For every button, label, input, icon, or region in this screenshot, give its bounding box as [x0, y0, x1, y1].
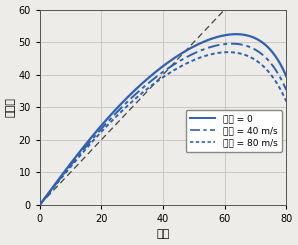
속도 = 0: [150, 74, 153, 77]
속도 = 0: [183, 50, 187, 53]
속도 = 80 m/s: [101, 128, 105, 131]
속도 = 40 m/s: [38, 203, 41, 206]
Line: 속도 = 40 m/s: 속도 = 40 m/s: [40, 44, 286, 205]
Line: 속도 = 80 m/s: 속도 = 80 m/s: [40, 52, 286, 205]
Y-axis label: 발사각: 발사각: [6, 97, 15, 117]
속도 = 40 m/s: [150, 79, 153, 82]
속도 = 0: [234, 33, 238, 36]
속도 = 40 m/s: [183, 57, 187, 60]
X-axis label: 양각: 양각: [156, 230, 170, 239]
속도 = 80 m/s: [224, 51, 227, 54]
속도 = 0: [224, 34, 227, 37]
속도 = 0: [82, 146, 85, 149]
속도 = 0: [101, 122, 105, 125]
속도 = 40 m/s: [230, 42, 233, 45]
속도 = 40 m/s: [285, 89, 288, 92]
Line: 속도 = 0: 속도 = 0: [40, 34, 286, 205]
속도 = 40 m/s: [224, 43, 227, 46]
속도 = 80 m/s: [203, 55, 206, 58]
속도 = 80 m/s: [285, 100, 288, 103]
속도 = 40 m/s: [101, 125, 105, 128]
속도 = 80 m/s: [226, 51, 230, 54]
Legend: 속도 = 0, 속도 = 40 m/s, 속도 = 80 m/s: 속도 = 0, 속도 = 40 m/s, 속도 = 80 m/s: [186, 110, 282, 151]
속도 = 0: [285, 75, 288, 78]
속도 = 40 m/s: [203, 48, 206, 50]
속도 = 40 m/s: [82, 148, 85, 151]
속도 = 80 m/s: [150, 84, 153, 87]
속도 = 0: [203, 40, 206, 43]
속도 = 80 m/s: [183, 63, 187, 66]
속도 = 0: [38, 203, 41, 206]
속도 = 80 m/s: [82, 150, 85, 153]
속도 = 80 m/s: [38, 203, 41, 206]
